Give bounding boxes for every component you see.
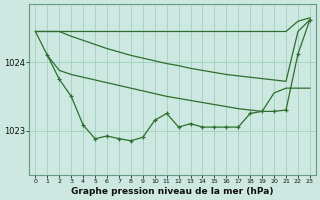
X-axis label: Graphe pression niveau de la mer (hPa): Graphe pression niveau de la mer (hPa) (71, 187, 274, 196)
